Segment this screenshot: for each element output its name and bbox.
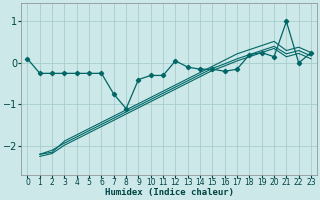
X-axis label: Humidex (Indice chaleur): Humidex (Indice chaleur) bbox=[105, 188, 234, 197]
